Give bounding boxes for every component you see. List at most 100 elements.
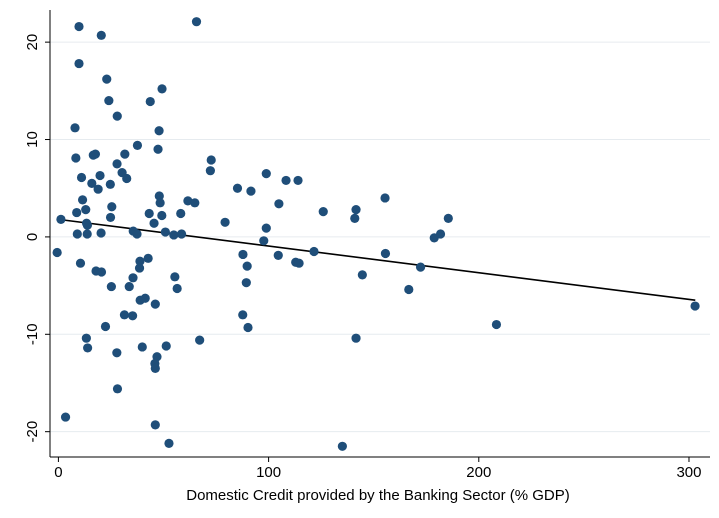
x-axis-title: Domestic Credit provided by the Banking … <box>186 487 570 504</box>
data-point <box>195 335 205 345</box>
data-point <box>135 256 145 266</box>
data-points <box>52 17 700 451</box>
data-point <box>95 170 105 181</box>
data-point <box>96 30 106 40</box>
data-point <box>155 198 165 208</box>
data-point <box>243 322 253 333</box>
data-point <box>190 198 200 208</box>
data-point <box>380 248 391 259</box>
data-point <box>137 342 147 352</box>
data-point <box>105 212 116 223</box>
data-point <box>153 144 163 154</box>
data-point <box>105 179 115 189</box>
data-point <box>124 281 134 292</box>
data-point <box>135 295 145 305</box>
data-point <box>150 363 160 373</box>
data-point <box>176 229 187 239</box>
data-point <box>122 173 132 184</box>
data-point <box>380 193 390 203</box>
data-point <box>150 420 160 430</box>
data-point <box>112 111 122 121</box>
data-point <box>205 166 215 176</box>
data-point <box>93 184 103 194</box>
data-point <box>102 74 112 84</box>
data-point <box>76 172 87 183</box>
data-point <box>337 441 347 451</box>
data-point <box>176 208 186 219</box>
data-point <box>71 153 81 163</box>
data-point <box>52 247 62 258</box>
data-point <box>70 123 80 133</box>
data-point <box>169 230 179 240</box>
x-tick-label: 300 <box>676 464 701 481</box>
data-point <box>261 223 271 233</box>
data-point <box>128 273 138 283</box>
data-point <box>160 227 170 237</box>
data-point <box>281 175 291 186</box>
data-point <box>83 343 93 353</box>
data-point <box>56 214 66 224</box>
y-tick-label: -20 <box>24 421 41 443</box>
data-point <box>429 233 439 243</box>
y-tick-label: 10 <box>24 131 41 148</box>
data-point <box>164 438 174 448</box>
data-point <box>294 258 304 268</box>
data-point <box>232 183 243 193</box>
data-point <box>72 207 82 218</box>
data-point <box>112 384 123 394</box>
data-point <box>100 321 111 332</box>
data-point <box>120 149 130 159</box>
data-point <box>88 150 98 160</box>
data-point <box>273 250 283 261</box>
data-point <box>82 220 93 230</box>
data-point <box>238 249 248 260</box>
data-point <box>318 206 328 217</box>
data-point <box>404 284 414 295</box>
data-point <box>220 217 230 227</box>
data-point <box>154 126 164 136</box>
y-tick-label: -10 <box>24 323 41 345</box>
data-point <box>351 205 361 215</box>
data-point <box>134 263 145 273</box>
x-tick-label: 200 <box>466 464 491 481</box>
data-point <box>119 310 130 320</box>
data-point <box>157 84 167 94</box>
data-point <box>161 341 171 351</box>
y-tick-label: 0 <box>24 233 41 241</box>
data-point <box>293 175 303 186</box>
x-tick-label: 100 <box>256 464 281 481</box>
data-point <box>172 283 182 294</box>
data-point <box>309 246 319 257</box>
data-point <box>81 205 91 215</box>
data-point <box>154 191 164 201</box>
data-point <box>183 196 193 206</box>
data-point <box>128 311 138 321</box>
data-point <box>145 96 155 107</box>
data-point <box>132 140 143 150</box>
y-tick-label: 20 <box>24 34 41 51</box>
data-point <box>157 210 167 221</box>
data-point <box>242 261 252 271</box>
data-point <box>96 228 106 238</box>
data-point <box>149 218 159 228</box>
data-point <box>112 159 122 169</box>
data-point <box>104 95 114 106</box>
data-point <box>81 333 91 343</box>
data-point <box>60 412 71 422</box>
data-point <box>74 21 84 32</box>
x-tick-label: 0 <box>54 464 62 481</box>
data-point <box>238 310 248 320</box>
data-point <box>75 258 86 268</box>
data-point <box>87 178 97 188</box>
data-point <box>106 281 116 292</box>
data-point <box>274 199 284 209</box>
data-point <box>72 229 82 239</box>
data-point <box>170 272 180 282</box>
data-point <box>350 213 360 224</box>
data-point <box>107 202 117 212</box>
data-point <box>443 213 453 224</box>
data-point <box>259 236 269 246</box>
data-point <box>415 262 426 272</box>
data-point <box>132 229 142 239</box>
